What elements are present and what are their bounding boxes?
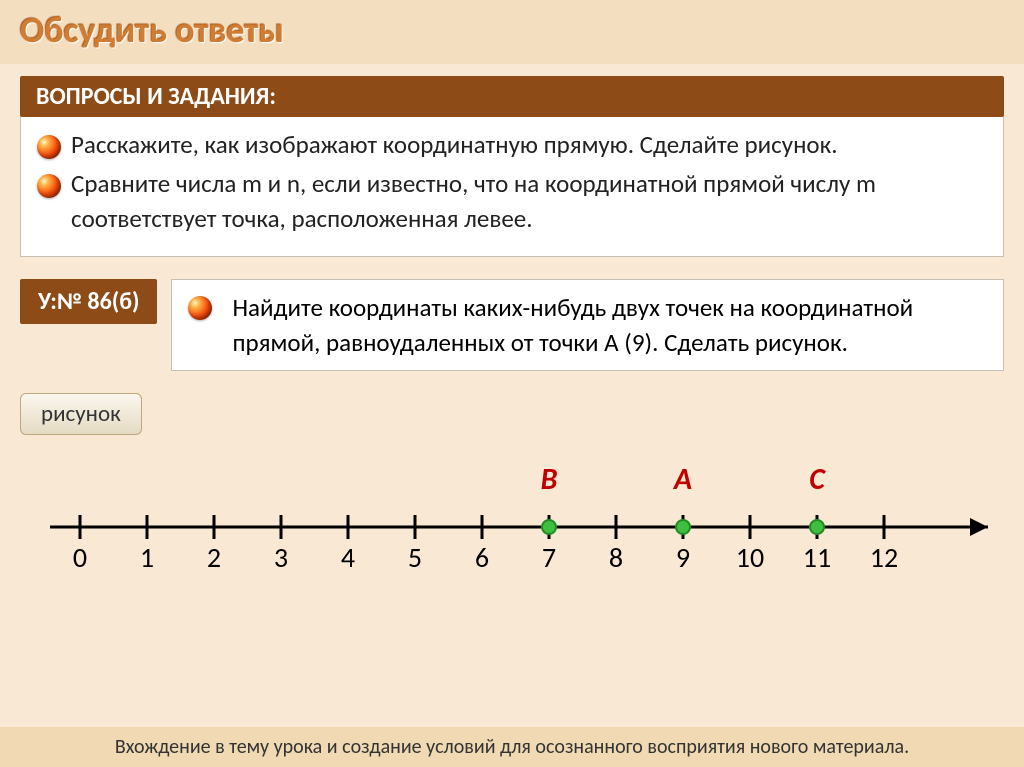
footer: Вхождение в тему урока и создание услови… — [0, 727, 1024, 767]
svg-text:B: B — [541, 461, 558, 498]
task-badge: У:№ 86(б) — [20, 279, 157, 324]
svg-text:4: 4 — [341, 540, 355, 575]
content: ВОПРОСЫ И ЗАДАНИЯ: Расскажите, как изобр… — [0, 64, 1024, 589]
svg-text:9: 9 — [676, 540, 690, 575]
bullet-icon — [188, 296, 212, 320]
task-box: Найдите координаты каких-нибудь двух точ… — [171, 279, 1004, 371]
svg-text:8: 8 — [609, 540, 623, 575]
bullet-icon — [37, 135, 61, 159]
svg-text:6: 6 — [475, 540, 489, 575]
bullet-icon — [37, 174, 61, 198]
svg-text:10: 10 — [736, 540, 764, 575]
number-line: 0123456789101112BAC — [20, 449, 1004, 589]
svg-text:11: 11 — [803, 540, 831, 575]
task-row: У:№ 86(б) Найдите координаты каких-нибуд… — [20, 279, 1004, 371]
svg-text:0: 0 — [73, 540, 87, 575]
svg-text:5: 5 — [408, 540, 422, 575]
svg-text:12: 12 — [870, 540, 898, 575]
svg-text:C: C — [809, 461, 826, 498]
bullet-row: Расскажите, как изображают координатную … — [37, 127, 987, 162]
bullet-text: Сравните числа m и n, если известно, что… — [71, 166, 987, 236]
header: Обсудить ответы — [0, 0, 1024, 64]
number-line-svg: 0123456789101112BAC — [20, 449, 1004, 589]
bullet-row: Сравните числа m и n, если известно, что… — [37, 166, 987, 236]
svg-text:1: 1 — [140, 540, 154, 575]
task-text: Найдите координаты каких-нибудь двух точ… — [232, 290, 987, 360]
drawing-button[interactable]: рисунок — [20, 393, 142, 435]
bullet-text: Расскажите, как изображают координатную … — [71, 127, 838, 162]
svg-text:A: A — [672, 461, 692, 498]
page-title: Обсудить ответы — [20, 8, 1004, 52]
svg-text:2: 2 — [207, 540, 221, 575]
questions-box: Расскажите, как изображают координатную … — [20, 117, 1004, 257]
svg-text:3: 3 — [274, 540, 288, 575]
section-heading: ВОПРОСЫ И ЗАДАНИЯ: — [20, 76, 1004, 117]
svg-text:7: 7 — [542, 540, 556, 575]
